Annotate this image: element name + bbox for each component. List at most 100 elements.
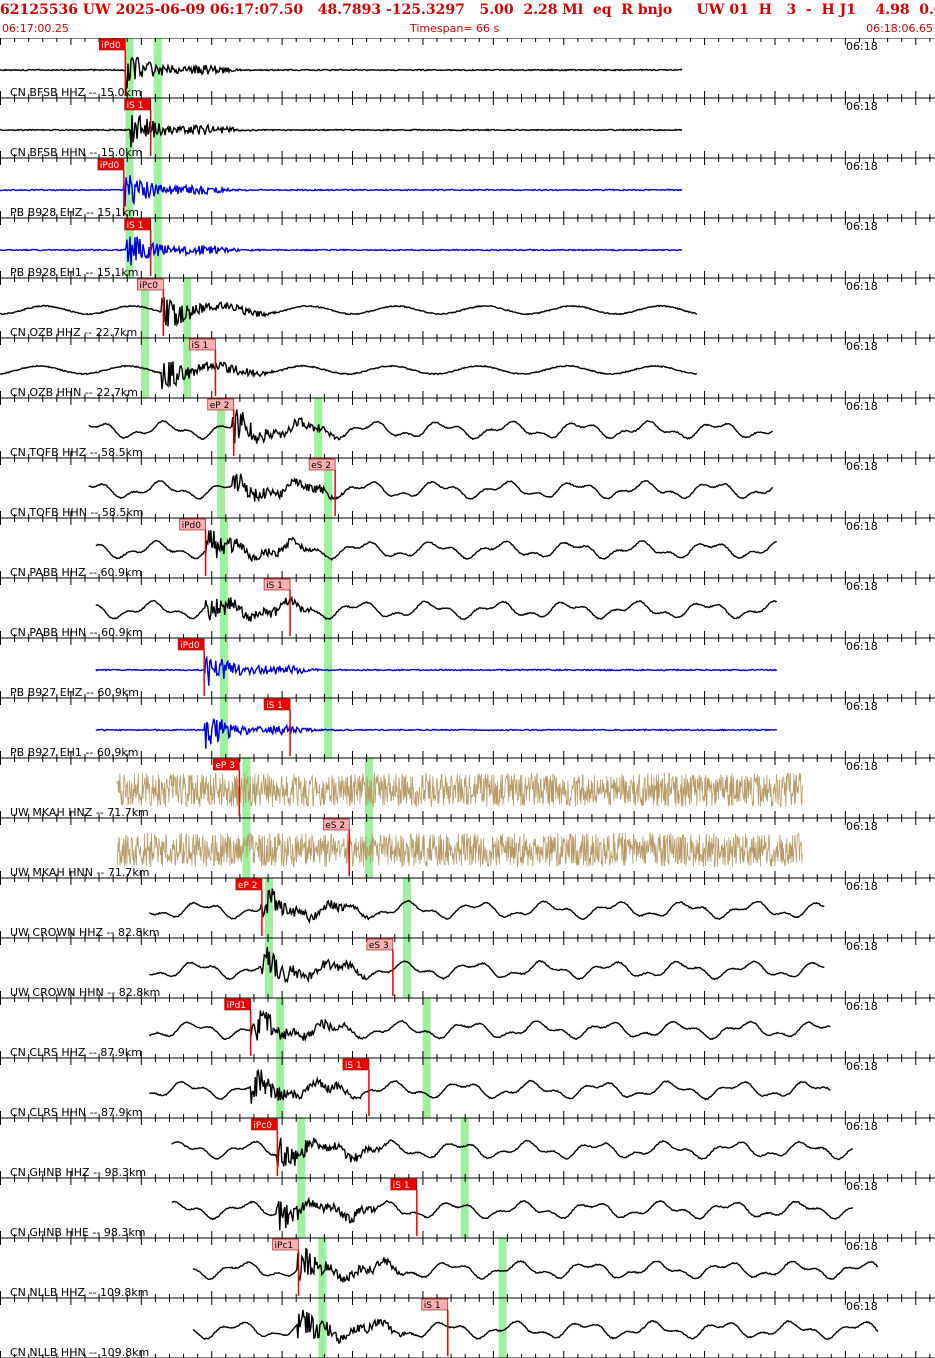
time-ticks <box>0 398 931 458</box>
pick-flag[interactable] <box>224 998 251 1011</box>
minute-label: 06:18 <box>846 1060 878 1073</box>
time-ticks <box>0 1298 931 1358</box>
station-label: CN BFSB HHN -- 15.0km <box>10 146 142 159</box>
minute-label: 06:18 <box>846 700 878 713</box>
time-ticks <box>0 938 931 998</box>
trace-row: 06:18 iPd0 PB B927 EHZ -- 60.9km <box>0 637 935 699</box>
station-label: CN TOFB HHZ -- 58.5km <box>10 446 143 459</box>
minute-label: 06:18 <box>846 880 878 893</box>
time-ticks <box>0 998 931 1058</box>
pick-window <box>422 998 431 1058</box>
pick-flag[interactable] <box>272 1238 299 1251</box>
station-label: CN CLRS HHZ -- 87.9km <box>10 1046 142 1059</box>
waveform <box>88 473 774 503</box>
pick-flag[interactable] <box>263 698 291 711</box>
station-label: PB B928 EHZ -- 15.1km <box>10 206 139 219</box>
pick-label: iS 1 <box>266 701 283 711</box>
station-label: CN NLLB HHZ -- 109.8km <box>10 1286 149 1299</box>
waveform <box>95 530 777 563</box>
station-label: CN GHNB HHZ -- 98.3km <box>10 1166 146 1179</box>
pick-flag[interactable] <box>322 818 350 831</box>
trace-row: 06:18 iS 1 CN BFSB HHN -- 15.0km <box>0 97 935 159</box>
pick-window <box>498 1238 507 1298</box>
pick-flag[interactable] <box>207 398 235 411</box>
time-ticks <box>0 638 931 698</box>
trace-row: 06:18 iS 1 CN CLRS HHN -- 87.9km <box>0 1057 935 1119</box>
pick-window <box>422 1058 431 1118</box>
pick-flag[interactable] <box>177 638 205 651</box>
station-label: CN BFSB HHZ -- 15.0km <box>10 86 142 99</box>
timespan: Timespan= 66 s <box>410 22 500 35</box>
trace-row: 06:18 iS 1 PB B928 EH1 -- 15.1km <box>0 217 935 279</box>
time-ticks <box>0 98 931 158</box>
trace-row: 06:18 iPc0 CN OZB HHZ -- 22.7km <box>0 277 935 339</box>
waveform <box>171 1196 854 1231</box>
pick-window <box>324 458 333 518</box>
pick-window <box>276 998 285 1058</box>
waveform <box>0 56 683 89</box>
pick-window <box>264 878 273 938</box>
pick-flag[interactable] <box>390 1178 418 1191</box>
pick-window <box>153 98 162 158</box>
minute-label: 06:18 <box>846 1180 878 1193</box>
pick-flag[interactable] <box>124 98 151 111</box>
pick-flag[interactable] <box>137 278 164 291</box>
minute-label: 06:18 <box>846 940 878 953</box>
pick-flag[interactable] <box>179 518 206 531</box>
waveform <box>148 888 825 925</box>
waveform <box>192 1309 879 1344</box>
pick-label: iPd0 <box>101 41 121 51</box>
pick-flag[interactable] <box>342 1058 370 1071</box>
time-ticks <box>0 218 931 278</box>
minute-label: 06:18 <box>846 1300 878 1313</box>
pick-label: iS 1 <box>393 1181 410 1191</box>
time-ticks <box>0 1178 931 1238</box>
pick-flag[interactable] <box>251 1118 278 1131</box>
pick-window <box>141 278 150 338</box>
pick-window <box>498 1298 507 1358</box>
end-time: 06:18:06.65 <box>866 22 933 35</box>
start-time: 06:17:00.25 <box>2 22 69 35</box>
pick-flag[interactable] <box>189 338 216 351</box>
pick-label: eS 2 <box>325 821 345 831</box>
pick-flag[interactable] <box>366 938 394 951</box>
waveform <box>171 1137 854 1168</box>
pick-label: iPd0 <box>100 161 120 171</box>
pick-flag[interactable] <box>97 158 125 171</box>
station-label: PB B927 EH1 -- 60.9km <box>10 746 138 759</box>
minute-label: 06:18 <box>846 460 878 473</box>
pick-label: iPd1 <box>227 1001 246 1011</box>
waveform <box>0 297 698 328</box>
time-bar: 06:17:00.25 Timespan= 66 s 06:18:06.65 <box>0 20 935 38</box>
station-label: CN OZB HHN -- 22.7km <box>10 386 138 399</box>
station-label: CN PABB HHZ -- 60.9km <box>10 566 142 579</box>
pick-label: iS 1 <box>424 1301 441 1311</box>
station-label: CN CLRS HHN -- 87.9km <box>10 1106 143 1119</box>
pick-flag[interactable] <box>235 878 263 891</box>
pick-flag[interactable] <box>99 38 126 51</box>
trace-row: 06:18 eS 2 UW MKAH HNN -- 71.7km <box>0 817 935 879</box>
pick-flag[interactable] <box>308 458 336 471</box>
pick-label: iS 1 <box>127 101 144 111</box>
minute-label: 06:18 <box>846 1000 878 1013</box>
pick-flag[interactable] <box>124 218 151 231</box>
minute-label: 06:18 <box>846 160 878 173</box>
time-ticks <box>0 1238 931 1298</box>
pick-flag[interactable] <box>263 578 291 591</box>
pick-flag[interactable] <box>421 1298 449 1311</box>
trace-row: 06:18 iS 1 CN NLLB HHN -- 109.8km <box>0 1297 935 1358</box>
pick-window <box>125 98 134 158</box>
pick-label: iPc0 <box>139 281 158 291</box>
waveform <box>88 409 773 445</box>
pick-label: iS 1 <box>127 221 144 231</box>
trace-row: 06:18 iS 1 CN PABB HHN -- 60.9km <box>0 577 935 639</box>
minute-label: 06:18 <box>846 640 878 653</box>
time-ticks <box>0 518 931 578</box>
pick-window <box>402 878 411 938</box>
waveform <box>116 831 803 868</box>
pick-flag[interactable] <box>213 758 240 771</box>
trace-row: 06:18 iPd0 CN BFSB HHZ -- 15.0km <box>0 38 935 99</box>
pick-label: eP 2 <box>210 401 230 411</box>
pick-label: iPd0 <box>180 641 200 651</box>
time-ticks <box>0 1058 931 1118</box>
